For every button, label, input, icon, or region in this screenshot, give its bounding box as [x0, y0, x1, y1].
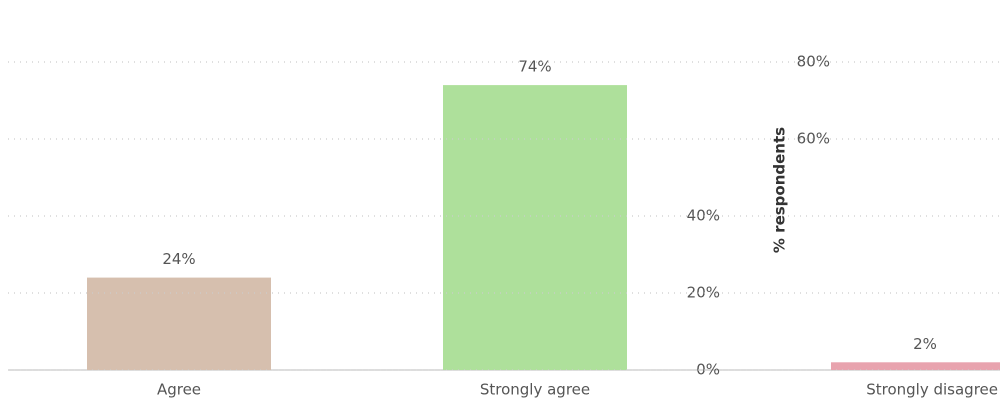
- bar: [87, 277, 271, 370]
- data-label: 24%: [162, 250, 195, 268]
- y-tick-label: 0%: [696, 361, 720, 379]
- y-tick-label: 60%: [797, 130, 830, 148]
- data-label: 74%: [518, 58, 551, 76]
- y-axis-title: % respondents: [771, 127, 789, 253]
- x-tick-label: Agree: [157, 381, 201, 399]
- bar: [443, 85, 627, 370]
- y-tick-label: 40%: [687, 207, 720, 225]
- data-label: 2%: [913, 335, 937, 353]
- x-tick-label: Strongly disagree: [866, 381, 998, 399]
- y-tick-label: 20%: [687, 284, 720, 302]
- x-tick-label: Strongly agree: [480, 381, 590, 399]
- y-tick-label: 80%: [797, 53, 830, 71]
- bar: [831, 362, 1000, 370]
